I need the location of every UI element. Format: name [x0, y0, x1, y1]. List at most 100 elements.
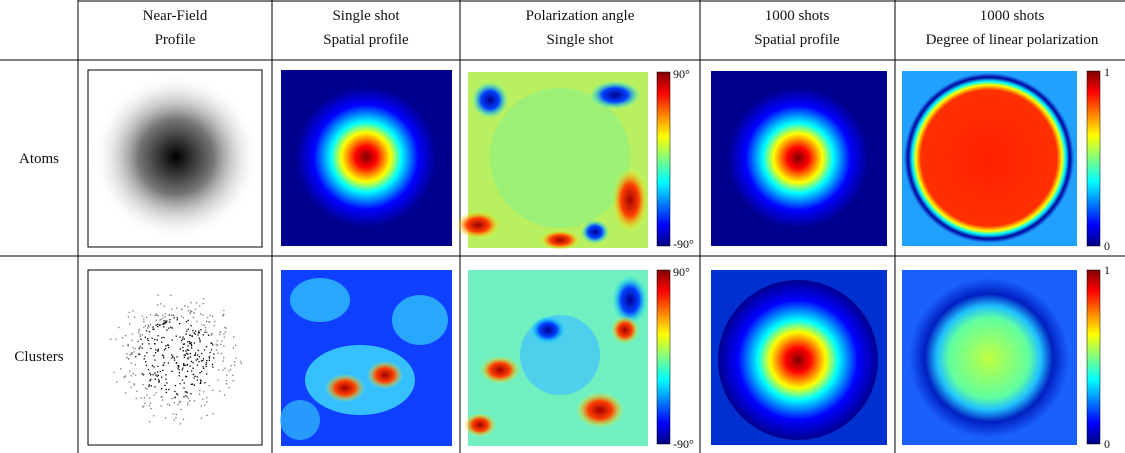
dot — [200, 360, 203, 362]
dot — [170, 314, 173, 316]
dot — [155, 313, 157, 315]
dot — [186, 396, 188, 398]
dot — [166, 382, 168, 384]
dot — [187, 358, 189, 360]
dot — [147, 324, 149, 326]
header: Single shot — [332, 8, 400, 24]
dot — [202, 360, 204, 362]
dot — [154, 339, 156, 341]
dot — [143, 320, 145, 323]
dot — [225, 383, 228, 385]
dot — [168, 314, 171, 316]
dot — [186, 391, 188, 393]
dot — [171, 327, 173, 329]
dot — [135, 397, 137, 400]
dot — [157, 315, 159, 317]
dot — [160, 303, 162, 305]
dot — [118, 326, 120, 329]
dot — [220, 352, 223, 355]
dot — [186, 352, 188, 354]
dot — [143, 405, 145, 407]
dot — [189, 365, 191, 367]
dot — [164, 417, 166, 419]
dot — [168, 388, 170, 391]
dot — [141, 347, 143, 349]
dot — [206, 401, 208, 403]
dot — [165, 374, 167, 376]
dot — [133, 384, 136, 386]
dot — [193, 384, 195, 386]
dot — [144, 325, 147, 327]
dot — [179, 383, 181, 385]
dot — [177, 365, 179, 367]
dot — [141, 315, 143, 317]
dot — [198, 393, 201, 395]
dot — [173, 359, 176, 361]
dot — [154, 372, 156, 374]
dot — [230, 364, 232, 367]
dot — [152, 374, 154, 376]
dot — [163, 326, 165, 328]
dot — [175, 417, 177, 419]
dot — [152, 326, 154, 328]
row-label: Clusters — [14, 349, 63, 365]
dot — [220, 343, 222, 345]
dot — [219, 333, 221, 336]
dot — [146, 338, 149, 340]
dot — [178, 402, 180, 404]
dot — [206, 359, 208, 362]
dot — [166, 329, 168, 331]
dot — [193, 377, 195, 379]
dot — [157, 374, 159, 376]
header: Near-Field — [143, 8, 208, 24]
dot — [148, 326, 150, 328]
dot — [148, 331, 151, 333]
colorbar — [656, 71, 671, 247]
dot — [164, 312, 166, 315]
dot — [154, 378, 156, 380]
dot — [153, 394, 155, 396]
dot — [184, 364, 186, 366]
dot — [190, 393, 192, 395]
dot — [156, 371, 159, 373]
dot — [158, 379, 160, 381]
dot — [207, 316, 209, 319]
dot — [184, 305, 186, 307]
dot — [228, 387, 230, 389]
dot — [143, 326, 145, 328]
dot — [167, 344, 169, 346]
dot — [165, 388, 167, 391]
dot — [176, 307, 178, 309]
dot — [143, 397, 146, 399]
colorbar-label: 90° — [673, 265, 690, 279]
dot — [191, 370, 193, 372]
dot — [190, 343, 193, 346]
dot — [169, 321, 171, 323]
dot — [190, 383, 192, 385]
dot — [224, 367, 226, 369]
dot — [223, 336, 225, 338]
header: Spatial profile — [323, 32, 409, 48]
dot — [189, 310, 192, 312]
dot — [158, 324, 161, 326]
dot — [157, 304, 159, 306]
dot — [164, 316, 166, 318]
dot — [163, 320, 165, 322]
dot — [187, 319, 189, 321]
dot — [164, 322, 166, 324]
dot — [175, 335, 177, 337]
dot — [239, 360, 242, 363]
dot — [198, 330, 200, 332]
header: 1000 shots — [980, 8, 1045, 24]
dot — [192, 373, 195, 375]
dot — [153, 328, 155, 330]
dot — [234, 361, 236, 363]
dot — [212, 344, 214, 346]
dot — [204, 326, 207, 329]
colorbar — [1086, 269, 1101, 445]
dot — [213, 325, 215, 327]
dot — [208, 356, 210, 358]
dot — [185, 350, 187, 352]
dot — [160, 318, 162, 320]
dot — [200, 382, 202, 384]
